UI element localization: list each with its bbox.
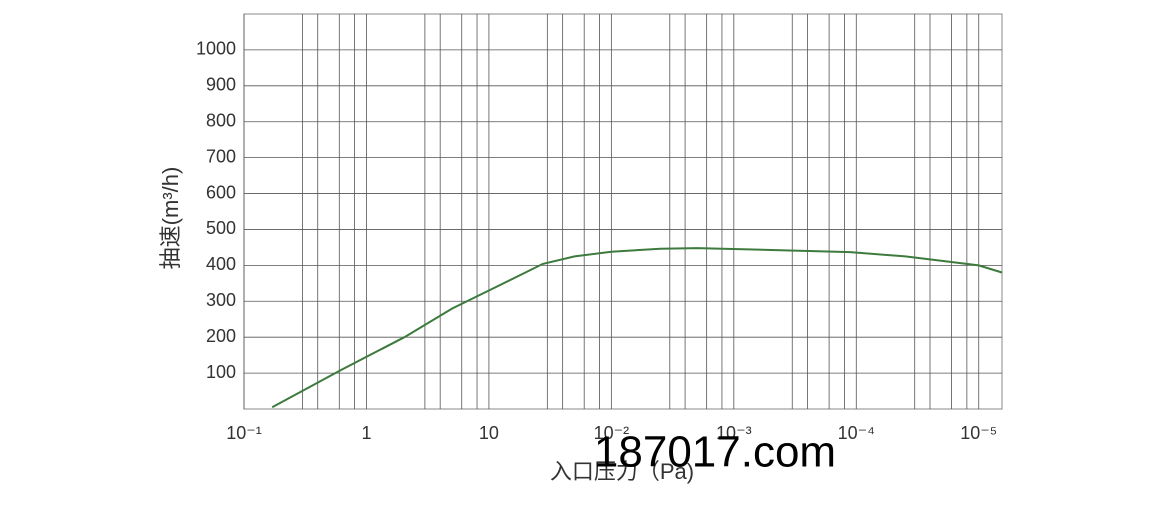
watermark: 187017.com: [594, 428, 836, 477]
y-tick-label: 500: [206, 218, 236, 238]
plot-frame: [243, 13, 1003, 410]
y-tick-label: 100: [206, 362, 236, 382]
y-tick-label: 700: [206, 146, 236, 166]
x-tick-label: 10⁻¹: [226, 423, 262, 443]
y-tick-label: 300: [206, 290, 236, 310]
y-tick-label: 200: [206, 326, 236, 346]
x-tick-label: 10⁻²: [594, 423, 630, 443]
y-tick-label: 800: [206, 110, 236, 130]
x-tick-label: 10: [479, 423, 499, 443]
y-axis-label: 抽速(m³/h): [158, 167, 183, 270]
x-axis-label: 入口压力（Pa): [550, 459, 694, 484]
y-tick-label: 900: [206, 75, 236, 95]
x-tick-label: 10⁻³: [716, 423, 752, 443]
x-tick-label: 10⁻⁴: [838, 423, 875, 443]
data-line: [271, 247, 1003, 409]
y-tick-label: 1000: [196, 39, 236, 59]
x-tick-label: 10⁻⁵: [960, 423, 997, 443]
x-tick-label: 1: [361, 423, 371, 443]
y-tick-label: 400: [206, 254, 236, 274]
y-tick-label: 600: [206, 182, 236, 202]
